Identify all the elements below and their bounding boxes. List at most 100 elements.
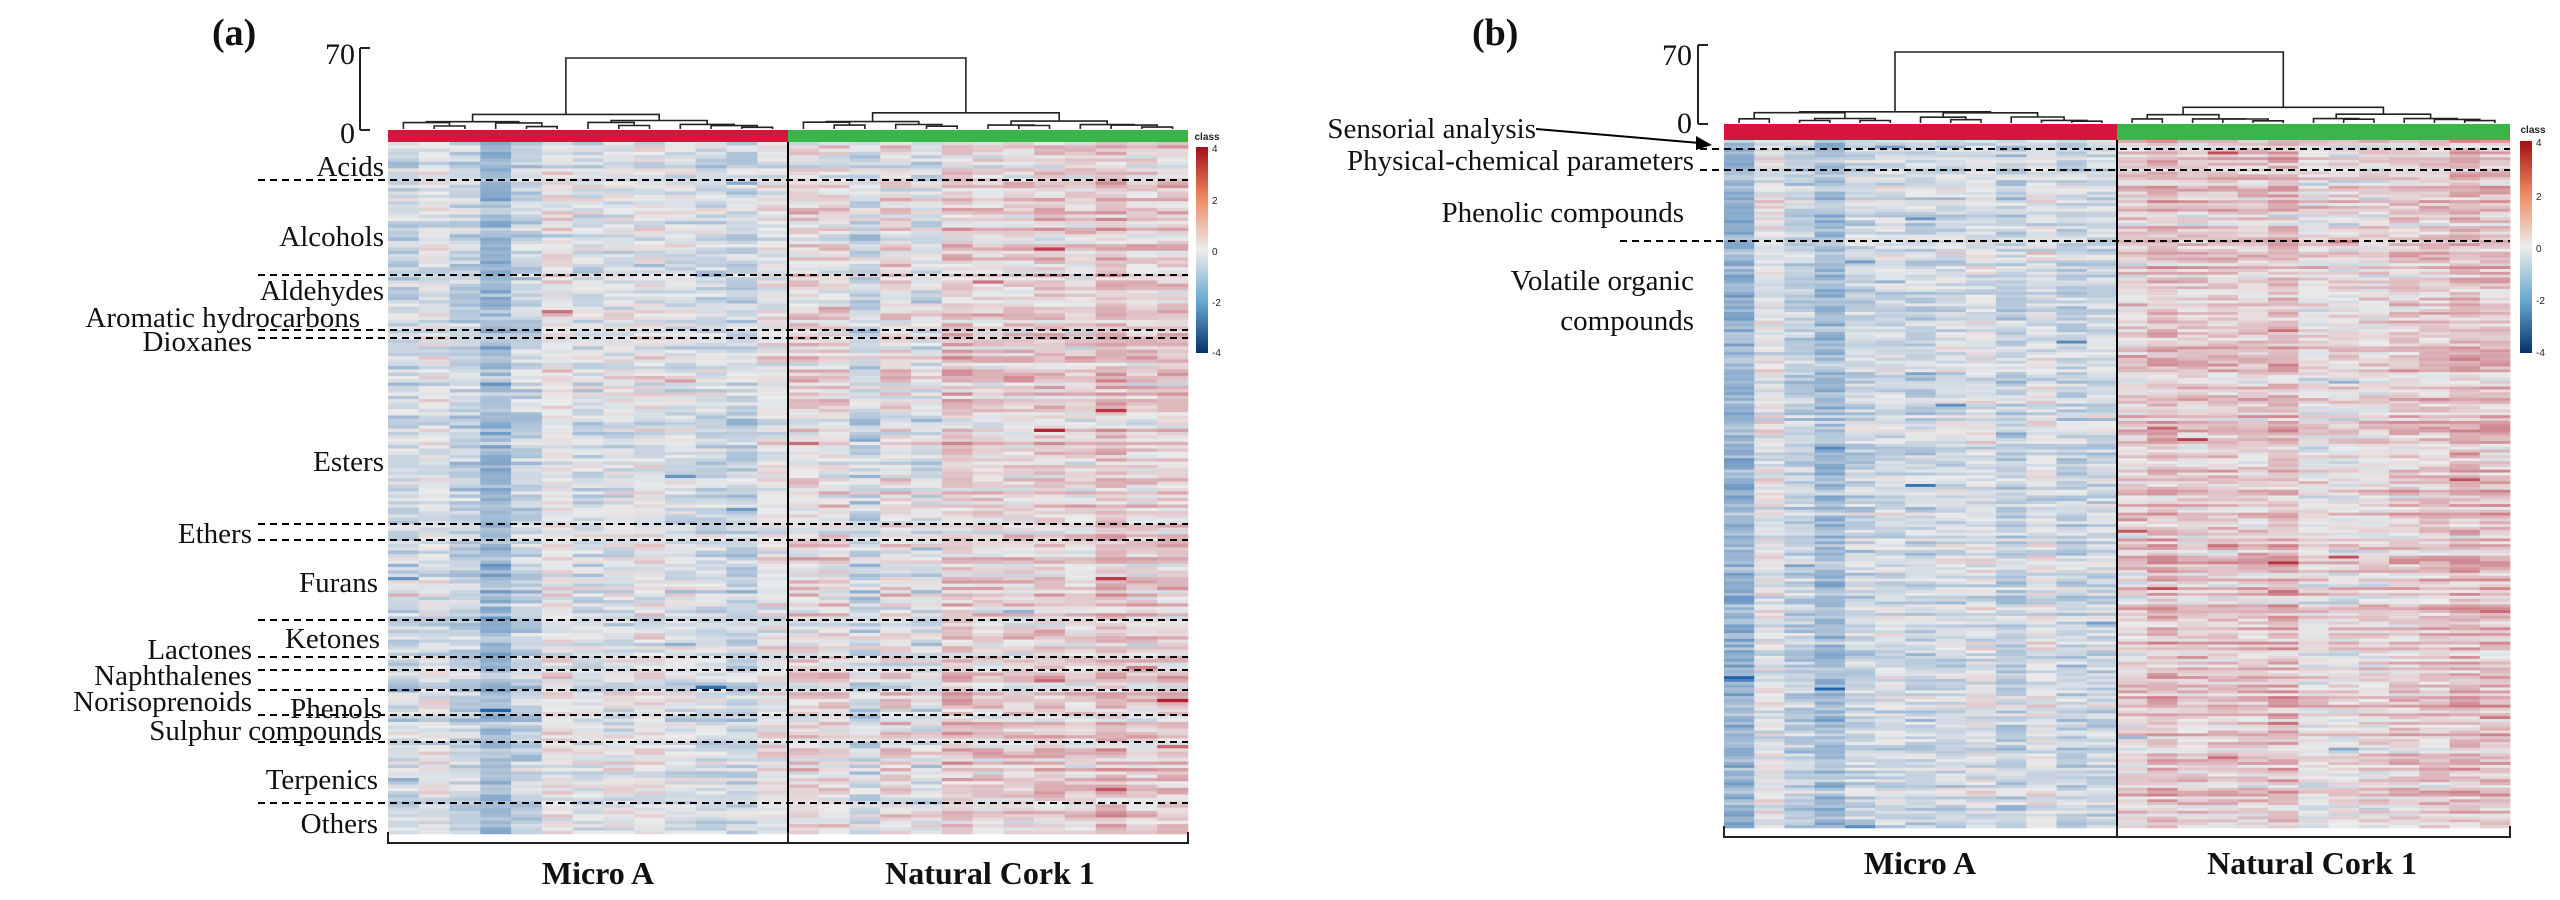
heatmap-cell (1157, 435, 1189, 439)
heatmap-cell (726, 455, 758, 459)
heatmap-cell (880, 527, 912, 532)
heatmap-cell (634, 698, 666, 703)
heatmap-cell (572, 168, 604, 172)
heatmap-cell (788, 415, 820, 420)
heatmap-cell (388, 155, 420, 159)
heatmap-cell (603, 224, 635, 228)
heatmap-cell (726, 204, 758, 209)
heatmap-cell (480, 395, 512, 400)
heatmap-cell (1064, 488, 1096, 492)
heatmap-cell (695, 705, 727, 710)
heatmap-cell (480, 679, 512, 683)
heatmap-cell (911, 151, 943, 156)
heatmap-cell (880, 530, 912, 535)
heatmap-cell (1126, 464, 1158, 469)
heatmap-cell (941, 290, 973, 294)
heatmap-cell (972, 188, 1004, 192)
heatmap-cell (572, 754, 604, 759)
heatmap-cell (726, 201, 758, 205)
heatmap-cell (480, 303, 512, 308)
heatmap-cell (1126, 148, 1158, 153)
heatmap-cell (1064, 217, 1096, 222)
heatmap-cell (480, 201, 512, 205)
heatmap-cell (972, 662, 1004, 667)
heatmap-cell (1034, 263, 1066, 268)
heatmap-cell (1064, 721, 1096, 726)
heatmap-cell (695, 583, 727, 588)
heatmap-cell (480, 362, 512, 367)
heatmap-cell (788, 507, 820, 512)
heatmap-cell (1003, 375, 1035, 380)
heatmap-cell (849, 333, 881, 337)
heatmap-cell (1003, 257, 1035, 261)
heatmap-cell (1064, 586, 1096, 591)
heatmap-cell (418, 662, 450, 667)
heatmap-cell (572, 441, 604, 446)
heatmap-cell (1034, 369, 1066, 373)
heatmap-cell (572, 310, 604, 314)
heatmap-cell (1126, 639, 1158, 644)
heatmap-cell (941, 748, 973, 752)
heatmap-cell (1064, 323, 1096, 327)
heatmap-cell (911, 514, 943, 518)
heatmap-cell (880, 250, 912, 255)
heatmap-cell (388, 247, 420, 252)
heatmap-cell (511, 303, 543, 308)
heatmap-cell (1003, 718, 1035, 723)
heatmap-cell (634, 221, 666, 225)
dendrogram-branch (433, 125, 466, 129)
heatmap-cell (511, 764, 543, 769)
dendrogram-branch (618, 124, 651, 129)
heatmap-cell (480, 250, 512, 255)
heatmap-cell (757, 662, 789, 667)
heatmap-cell (449, 207, 481, 212)
heatmap-cell (664, 201, 696, 205)
heatmap-cell (1064, 211, 1096, 215)
heatmap-cell (603, 593, 635, 598)
heatmap-cell (603, 586, 635, 591)
heatmap-cell (603, 214, 635, 219)
heatmap-cell (541, 237, 573, 242)
heatmap-cell (572, 497, 604, 502)
heatmap-cell (388, 698, 420, 703)
heatmap-cell (511, 507, 543, 512)
heatmap-cell (511, 586, 543, 591)
heatmap-cell (788, 573, 820, 578)
heatmap-cell (880, 504, 912, 509)
heatmap-cell (388, 639, 420, 644)
heatmap-cell (1034, 494, 1066, 499)
heatmap-cell (911, 194, 943, 199)
heatmap-cell (911, 748, 943, 752)
heatmap-cell (1126, 517, 1158, 522)
heatmap-cell (572, 586, 604, 591)
heatmap-cell (1003, 642, 1035, 647)
heatmap-cell (449, 718, 481, 723)
heatmap-cell (818, 738, 850, 743)
heatmap-cell (726, 214, 758, 219)
heatmap-cell (1003, 237, 1035, 242)
heatmap-cell (664, 751, 696, 756)
heatmap-cell (818, 230, 850, 235)
heatmap-cell (418, 257, 450, 261)
heatmap-cell (634, 656, 666, 660)
heatmap-cell (449, 507, 481, 512)
heatmap-cell (726, 323, 758, 327)
heatmap-cell (388, 395, 420, 400)
heatmap-cell (818, 488, 850, 492)
heatmap-cell (788, 748, 820, 752)
heatmap-cell (480, 520, 512, 525)
heatmap-cell (572, 520, 604, 525)
heatmap-cell (695, 768, 727, 772)
heatmap-cell (1095, 369, 1127, 373)
heatmap-cell (849, 698, 881, 703)
heatmap-cell (634, 567, 666, 571)
heatmap-cell (1126, 458, 1158, 462)
heatmap-cell (818, 672, 850, 677)
heatmap-cell (603, 665, 635, 670)
heatmap-cell (849, 339, 881, 344)
heatmap-cell (388, 165, 420, 169)
heatmap-cell (572, 290, 604, 294)
heatmap-cell (480, 313, 512, 317)
heatmap-cell (1034, 748, 1066, 752)
heatmap-cell (849, 402, 881, 406)
